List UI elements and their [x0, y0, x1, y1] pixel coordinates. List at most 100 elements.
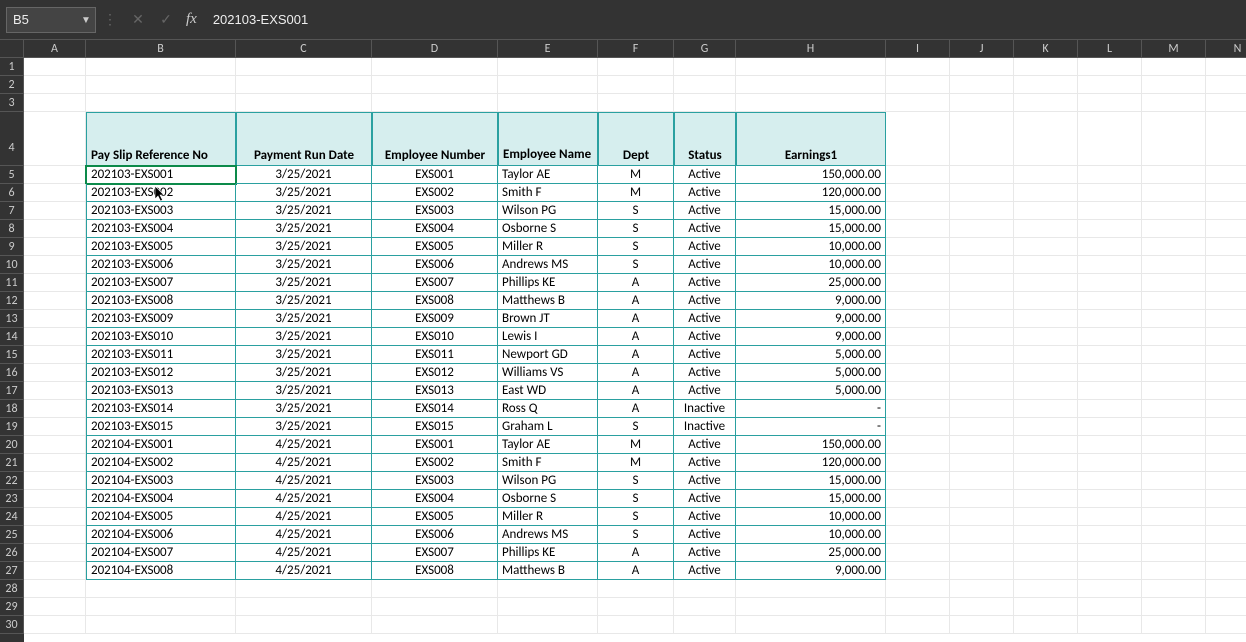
- table-row[interactable]: 202104-EXS0034/25/2021EXS003Wilson PGSAc…: [24, 472, 1246, 490]
- col-header-E[interactable]: E: [498, 40, 598, 58]
- cell-run[interactable]: 3/25/2021: [236, 400, 372, 418]
- row-header-12[interactable]: 12: [0, 292, 24, 310]
- cell-run[interactable]: 4/25/2021: [236, 490, 372, 508]
- row-header-27[interactable]: 27: [0, 562, 24, 580]
- cell-run[interactable]: 3/25/2021: [236, 166, 372, 184]
- cell-run[interactable]: 4/25/2021: [236, 508, 372, 526]
- cell-earn[interactable]: 150,000.00: [736, 436, 886, 454]
- cell-status[interactable]: Active: [674, 364, 736, 382]
- table-row[interactable]: 202103-EXS0083/25/2021EXS008Matthews BAA…: [24, 292, 1246, 310]
- cell-status[interactable]: Active: [674, 346, 736, 364]
- cell-emp-num[interactable]: EXS014: [372, 400, 498, 418]
- cell-dept[interactable]: M: [598, 184, 674, 202]
- row-header-16[interactable]: 16: [0, 364, 24, 382]
- table-row[interactable]: 202103-EXS0123/25/2021EXS012Williams VSA…: [24, 364, 1246, 382]
- cell-run[interactable]: 3/25/2021: [236, 310, 372, 328]
- row-header-24[interactable]: 24: [0, 508, 24, 526]
- formula-input[interactable]: [203, 7, 1246, 33]
- cell-dept[interactable]: S: [598, 202, 674, 220]
- cell-emp-num[interactable]: EXS008: [372, 562, 498, 580]
- accept-icon[interactable]: ✓: [152, 11, 180, 28]
- cell-run[interactable]: 3/25/2021: [236, 238, 372, 256]
- cell-emp-name[interactable]: Osborne S: [498, 490, 598, 508]
- cell-dept[interactable]: S: [598, 472, 674, 490]
- cell-earn[interactable]: 120,000.00: [736, 184, 886, 202]
- cell-run[interactable]: 3/25/2021: [236, 292, 372, 310]
- cell-run[interactable]: 4/25/2021: [236, 544, 372, 562]
- table-row[interactable]: 202103-EXS0133/25/2021EXS013East WDAActi…: [24, 382, 1246, 400]
- cell-dept[interactable]: S: [598, 508, 674, 526]
- cell-emp-name[interactable]: Wilson PG: [498, 202, 598, 220]
- row-header-25[interactable]: 25: [0, 526, 24, 544]
- cell-status[interactable]: Active: [674, 166, 736, 184]
- row-header-2[interactable]: 2: [0, 76, 24, 94]
- cell-status[interactable]: Inactive: [674, 418, 736, 436]
- cell-status[interactable]: Active: [674, 202, 736, 220]
- cell-emp-num[interactable]: EXS005: [372, 508, 498, 526]
- cell-run[interactable]: 3/25/2021: [236, 256, 372, 274]
- cell-emp-num[interactable]: EXS006: [372, 256, 498, 274]
- cell-emp-name[interactable]: Smith F: [498, 184, 598, 202]
- cell-ref[interactable]: 202104-EXS007: [86, 544, 236, 562]
- row-header-18[interactable]: 18: [0, 400, 24, 418]
- cell-earn[interactable]: 15,000.00: [736, 490, 886, 508]
- cell-status[interactable]: Active: [674, 256, 736, 274]
- col-header-K[interactable]: K: [1014, 40, 1078, 58]
- cell-dept[interactable]: A: [598, 382, 674, 400]
- cell-earn[interactable]: 15,000.00: [736, 202, 886, 220]
- cell-dept[interactable]: A: [598, 562, 674, 580]
- cell-dept[interactable]: A: [598, 346, 674, 364]
- row-header-3[interactable]: 3: [0, 94, 24, 112]
- table-row[interactable]: 202103-EXS0073/25/2021EXS007Phillips KEA…: [24, 274, 1246, 292]
- cells-area[interactable]: Pay Slip Reference NoPayment Run DateEmp…: [24, 58, 1246, 642]
- cell-earn[interactable]: 10,000.00: [736, 256, 886, 274]
- cell-dept[interactable]: A: [598, 544, 674, 562]
- caret-down-icon[interactable]: ▼: [77, 13, 95, 26]
- cell-run[interactable]: 3/25/2021: [236, 382, 372, 400]
- table-row[interactable]: 202104-EXS0054/25/2021EXS005Miller RSAct…: [24, 508, 1246, 526]
- cell-emp-name[interactable]: Miller R: [498, 508, 598, 526]
- cell-emp-name[interactable]: Ross Q: [498, 400, 598, 418]
- cell-emp-num[interactable]: EXS015: [372, 418, 498, 436]
- cell-status[interactable]: Inactive: [674, 400, 736, 418]
- table-row[interactable]: 202103-EXS0033/25/2021EXS003Wilson PGSAc…: [24, 202, 1246, 220]
- cell-earn[interactable]: 25,000.00: [736, 274, 886, 292]
- cell-status[interactable]: Active: [674, 220, 736, 238]
- cell-earn[interactable]: 5,000.00: [736, 346, 886, 364]
- cell-run[interactable]: 4/25/2021: [236, 472, 372, 490]
- spreadsheet-grid[interactable]: ABCDEFGHIJKLMN 1234567891011121314151617…: [0, 40, 1246, 642]
- cell-ref[interactable]: 202103-EXS002: [86, 184, 236, 202]
- row-headers[interactable]: 1234567891011121314151617181920212223242…: [0, 58, 24, 642]
- table-row[interactable]: 202103-EXS0113/25/2021EXS011Newport GDAA…: [24, 346, 1246, 364]
- cell-earn[interactable]: 10,000.00: [736, 526, 886, 544]
- col-header-C[interactable]: C: [236, 40, 372, 58]
- cell-status[interactable]: Active: [674, 184, 736, 202]
- cell-status[interactable]: Active: [674, 310, 736, 328]
- cell-emp-num[interactable]: EXS006: [372, 526, 498, 544]
- cell-emp-num[interactable]: EXS003: [372, 472, 498, 490]
- cell-dept[interactable]: S: [598, 526, 674, 544]
- row-header-23[interactable]: 23: [0, 490, 24, 508]
- cell-status[interactable]: Active: [674, 292, 736, 310]
- th-status[interactable]: Status: [674, 112, 736, 166]
- table-row[interactable]: 202103-EXS0013/25/2021EXS001Taylor AEMAc…: [24, 166, 1246, 184]
- cell-ref[interactable]: 202103-EXS008: [86, 292, 236, 310]
- cell-ref[interactable]: 202103-EXS015: [86, 418, 236, 436]
- cell-emp-name[interactable]: Smith F: [498, 454, 598, 472]
- name-box-wrap[interactable]: ▼: [6, 7, 96, 33]
- cell-earn[interactable]: -: [736, 400, 886, 418]
- row-header-19[interactable]: 19: [0, 418, 24, 436]
- table-row[interactable]: 202103-EXS0053/25/2021EXS005Miller RSAct…: [24, 238, 1246, 256]
- th-earn[interactable]: Earnings1: [736, 112, 886, 166]
- cell-earn[interactable]: 25,000.00: [736, 544, 886, 562]
- cell-earn[interactable]: 9,000.00: [736, 292, 886, 310]
- cell-emp-name[interactable]: Matthews B: [498, 562, 598, 580]
- row-header-10[interactable]: 10: [0, 256, 24, 274]
- cell-earn[interactable]: 10,000.00: [736, 508, 886, 526]
- row-header-28[interactable]: 28: [0, 580, 24, 598]
- cell-ref[interactable]: 202104-EXS004: [86, 490, 236, 508]
- cell-status[interactable]: Active: [674, 472, 736, 490]
- cell-earn[interactable]: 9,000.00: [736, 310, 886, 328]
- column-headers[interactable]: ABCDEFGHIJKLMN: [24, 40, 1246, 58]
- cell-ref[interactable]: 202103-EXS003: [86, 202, 236, 220]
